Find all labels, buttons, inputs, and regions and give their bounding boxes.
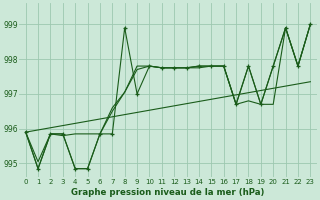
X-axis label: Graphe pression niveau de la mer (hPa): Graphe pression niveau de la mer (hPa) — [71, 188, 265, 197]
